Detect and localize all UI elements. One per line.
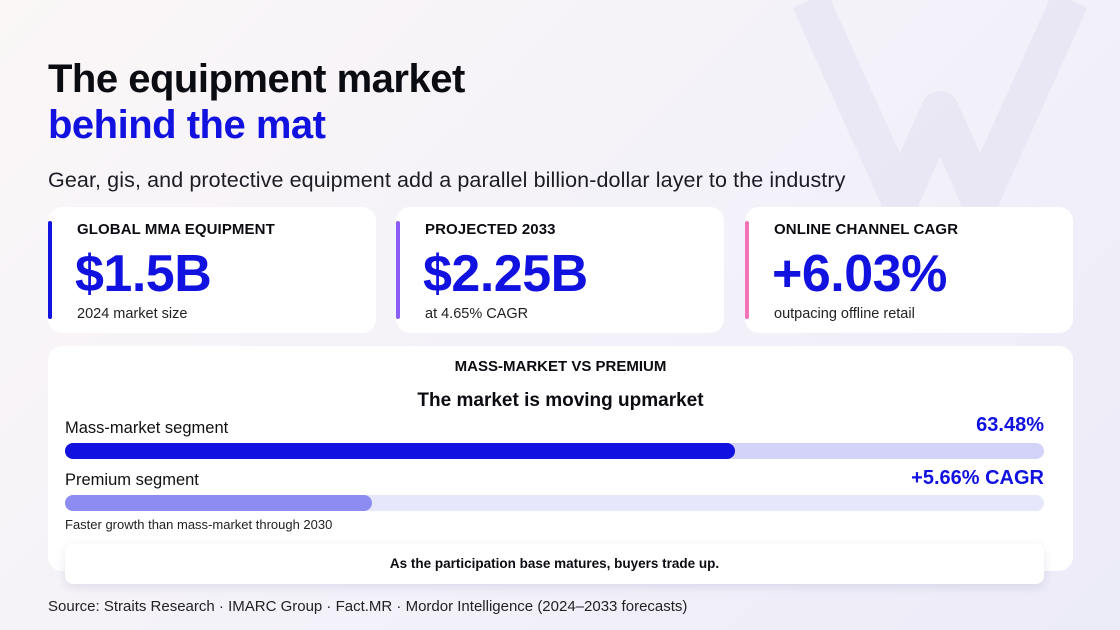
bar-track-mass-market [65, 443, 1044, 459]
source-footnote: Source: Straits Research · IMARC Group ·… [48, 598, 688, 615]
chart-title: MASS-MARKET VS PREMIUM [454, 358, 667, 375]
stat-card-note: 2024 market size [77, 306, 188, 322]
bar-fill-premium [65, 495, 372, 511]
stat-card-accent-bar [745, 221, 749, 319]
watermark-logo [792, 0, 1088, 219]
stat-card-label: PROJECTED 2033 [425, 221, 556, 238]
bar-track-premium [65, 495, 1044, 511]
stat-card-global-equipment: GLOBAL MMA EQUIPMENT $1.5B 2024 market s… [48, 207, 376, 333]
title-line-1: The equipment market [48, 57, 465, 101]
stat-card-label: GLOBAL MMA EQUIPMENT [77, 221, 275, 238]
page-title: The equipment market behind the mat [48, 56, 465, 148]
stat-card-label: ONLINE CHANNEL CAGR [774, 221, 959, 238]
bar-label-mass-market: Mass-market segment [65, 419, 229, 437]
stat-card-projected-2033: PROJECTED 2033 $2.25B at 4.65% CAGR [396, 207, 724, 333]
title-line-2: behind the mat [48, 103, 326, 147]
stat-card-value: +6.03% [772, 245, 947, 303]
bar-value-mass-market: 63.48% [976, 414, 1044, 436]
stat-card-value: $2.25B [423, 245, 588, 303]
stat-card-value: $1.5B [75, 245, 212, 303]
callout-box: As the participation base matures, buyer… [65, 544, 1044, 584]
bar-fill-mass-market [65, 443, 736, 459]
stat-card-accent-bar [396, 221, 400, 319]
stat-card-accent-bar [48, 221, 52, 319]
bar-label-premium: Premium segment [65, 471, 199, 489]
chart-note: Faster growth than mass-market through 2… [65, 517, 333, 532]
segment-chart-panel: MASS-MARKET VS PREMIUM The market is mov… [48, 346, 1073, 584]
stat-card-online-cagr: ONLINE CHANNEL CAGR +6.03% outpacing off… [745, 207, 1073, 333]
bar-value-premium: +5.66% CAGR [911, 467, 1044, 489]
stat-card-note: outpacing offline retail [774, 306, 915, 322]
page-subtitle: Gear, gis, and protective equipment add … [48, 168, 846, 192]
chart-headline: The market is moving upmarket [417, 390, 704, 411]
stat-card-note: at 4.65% CAGR [425, 306, 529, 322]
